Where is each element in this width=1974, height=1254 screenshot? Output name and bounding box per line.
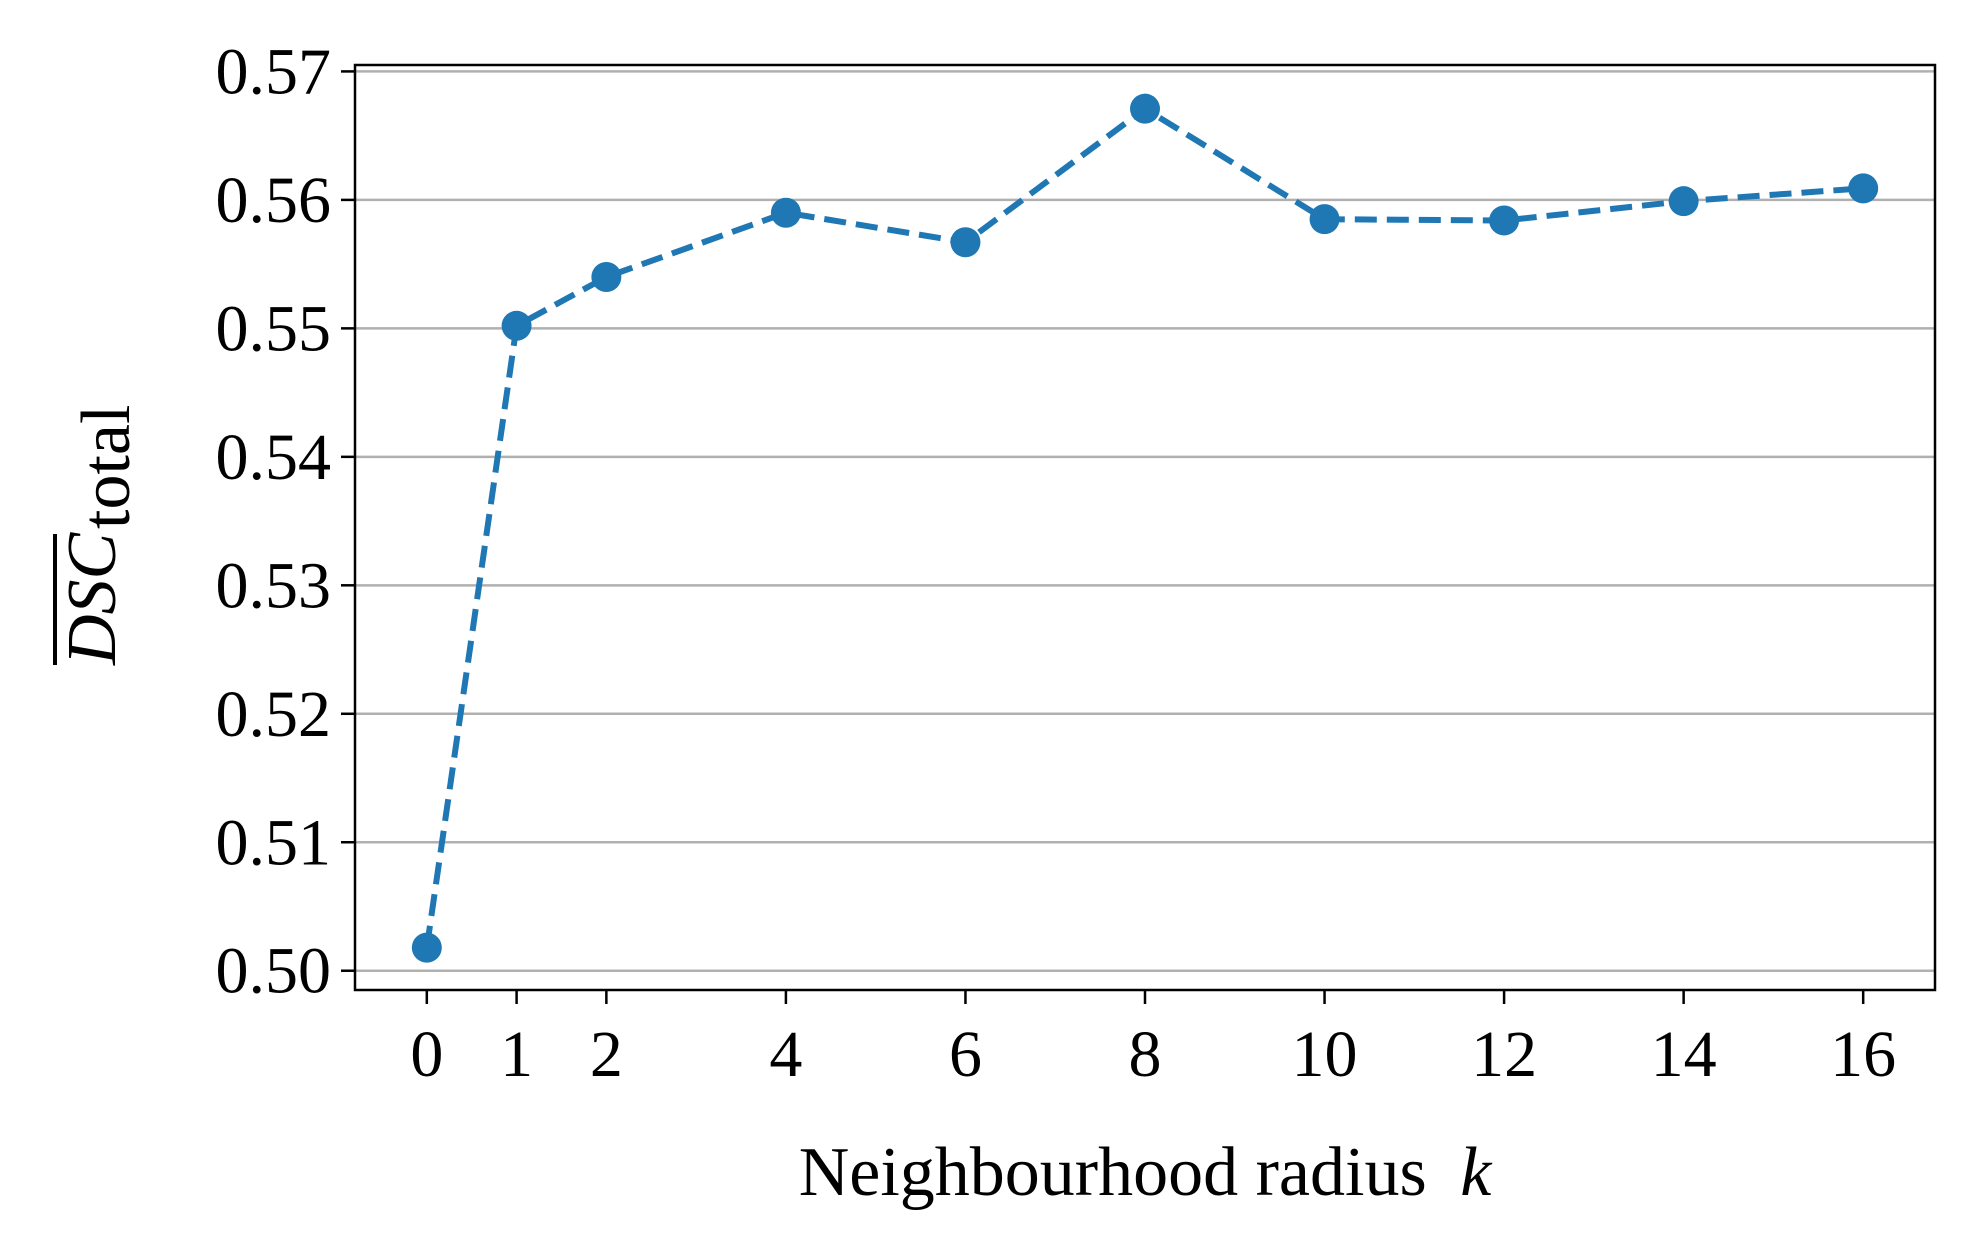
axis-ticks xyxy=(341,70,1865,1004)
y-axis-label: DSC total xyxy=(53,405,145,666)
x-axis-label-text: Neighbourhood radius xyxy=(799,1134,1427,1211)
y-tick-label: 0.50 xyxy=(216,935,332,1008)
y-tick-label: 0.53 xyxy=(216,549,332,622)
x-tick-label: 10 xyxy=(1292,1018,1358,1091)
series-layer xyxy=(411,93,1879,963)
data-point xyxy=(411,932,442,963)
y-tick-label: 0.55 xyxy=(216,292,332,365)
x-axis-label-var: k xyxy=(1460,1134,1493,1211)
data-point xyxy=(1309,204,1340,235)
y-tick-label: 0.57 xyxy=(216,35,332,108)
y-gridlines xyxy=(355,70,1935,972)
data-point xyxy=(950,227,981,258)
y-tick-label: 0.54 xyxy=(216,421,332,494)
tick-labels: 0.500.510.520.530.540.550.560.570 1 2 4 6 8 10… xyxy=(216,35,1897,1091)
x-tick-label: 2 xyxy=(590,1018,623,1091)
y-tick-label: 0.52 xyxy=(216,678,332,751)
x-tick-label: 0 xyxy=(410,1018,443,1091)
plot-frame xyxy=(353,63,1937,992)
series-line xyxy=(423,105,1864,949)
y-tick-label: 0.51 xyxy=(216,806,332,879)
data-point xyxy=(1130,93,1160,124)
x-tick-label: 14 xyxy=(1651,1018,1717,1091)
x-tick-label: 16 xyxy=(1830,1018,1896,1091)
y-tick-label: 0.56 xyxy=(216,164,332,237)
data-point xyxy=(770,197,801,228)
x-tick-label: 8 xyxy=(1129,1018,1162,1091)
data-point xyxy=(591,261,622,292)
x-tick-label: 6 xyxy=(949,1018,982,1091)
x-tick-label: 4 xyxy=(769,1018,802,1091)
y-axis-label-sub: total xyxy=(68,405,145,529)
x-axis-label: Neighbourhood radius k xyxy=(799,1134,1493,1211)
data-point xyxy=(1848,173,1879,204)
x-tick-label: 1 xyxy=(500,1018,533,1091)
data-point xyxy=(1668,186,1699,217)
data-point xyxy=(501,310,532,341)
data-point xyxy=(1489,205,1520,236)
y-axis-label-main: DSC xyxy=(54,531,131,666)
x-tick-label: 12 xyxy=(1471,1018,1537,1091)
